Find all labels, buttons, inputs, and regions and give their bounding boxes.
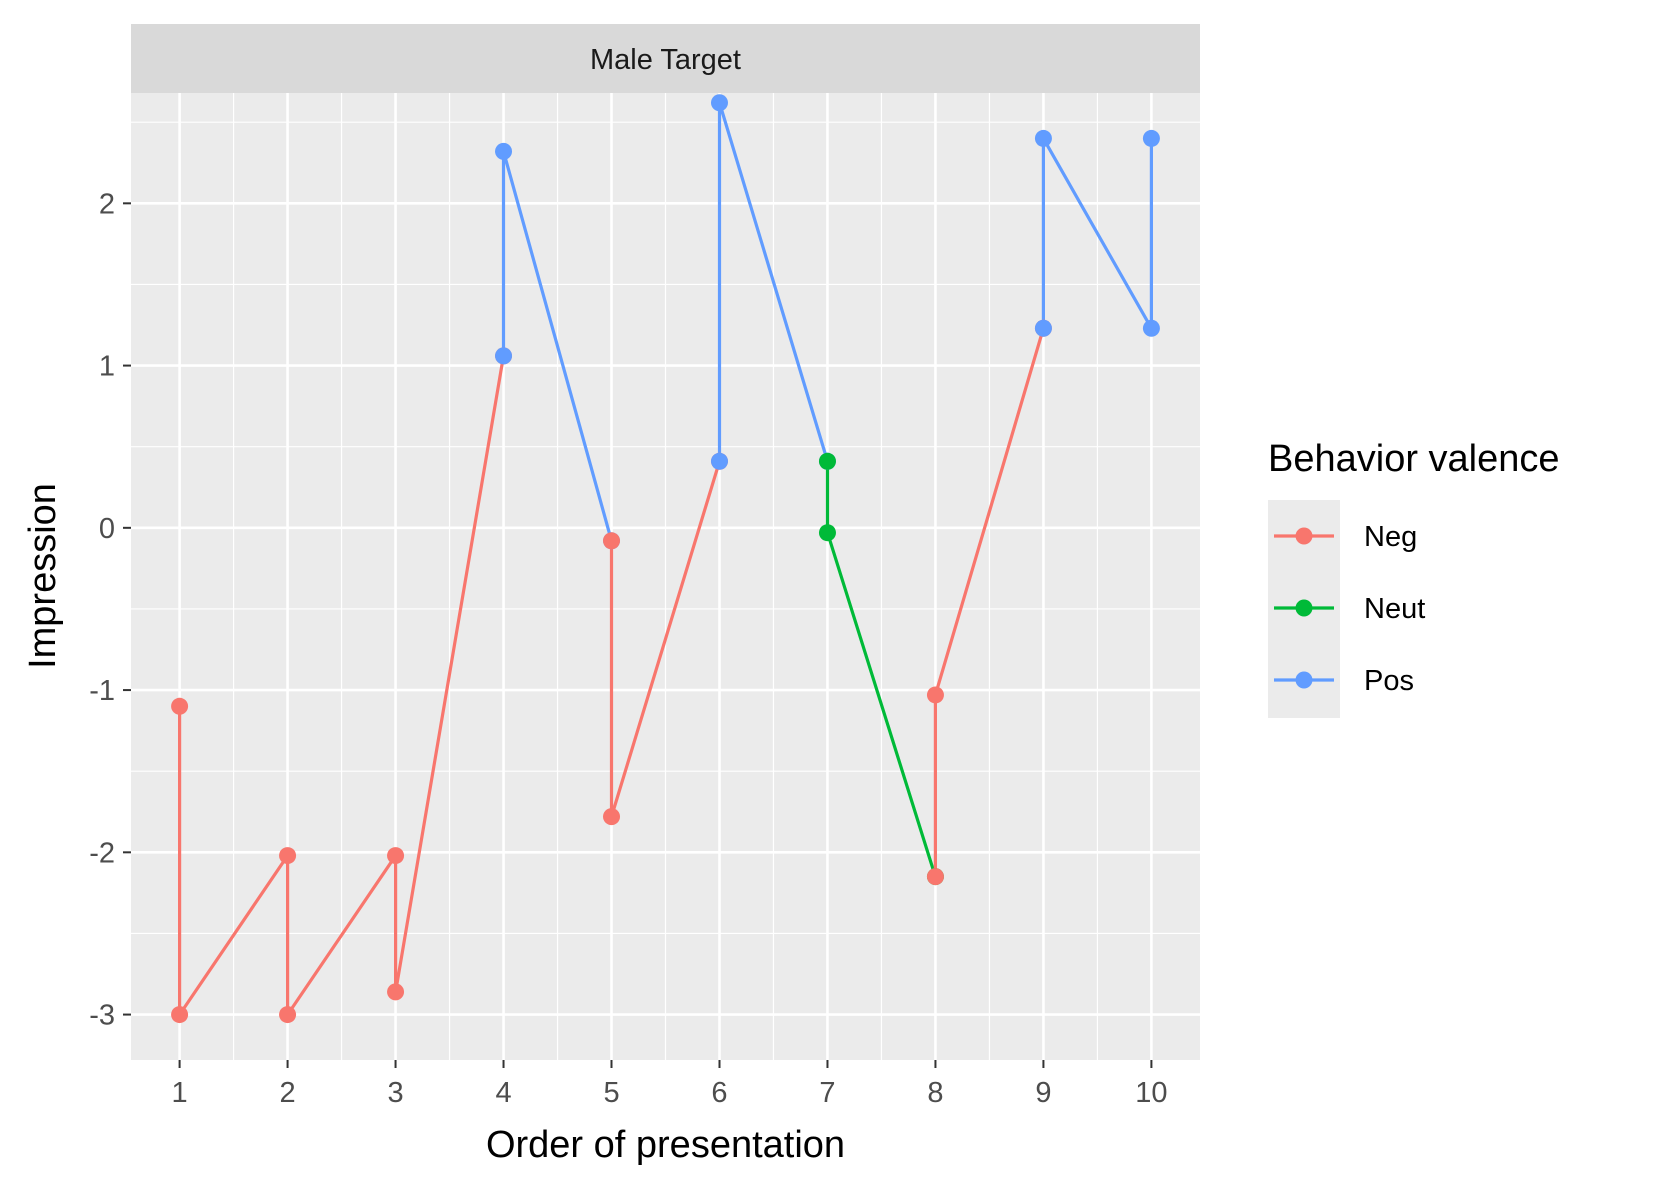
strip-background xyxy=(131,24,1200,93)
data-point-neut xyxy=(818,524,836,542)
x-tick-label: 5 xyxy=(603,1077,619,1109)
legend-label: Pos xyxy=(1364,665,1414,697)
legend: Behavior valence Neg Neut Pos xyxy=(1268,438,1560,718)
x-tick-label: 10 xyxy=(1135,1077,1167,1109)
data-point-pos xyxy=(1142,129,1160,147)
x-tick-label: 6 xyxy=(711,1077,727,1109)
y-tick-label: -3 xyxy=(89,1000,115,1032)
data-point-neg xyxy=(387,847,405,865)
axes: 1 2 3 4 5 6 7 8 9 10 -3 -2 -1 0 1 2 xyxy=(89,188,1167,1109)
data-point-pos xyxy=(1034,319,1052,337)
data-point-neg xyxy=(387,983,405,1001)
y-tick-label: -2 xyxy=(89,837,115,869)
data-point-pos xyxy=(1142,319,1160,337)
x-tick-label: 9 xyxy=(1035,1077,1051,1109)
legend-key-point xyxy=(1295,671,1313,689)
x-tick-label: 4 xyxy=(495,1077,511,1109)
x-tick-label: 7 xyxy=(819,1077,835,1109)
data-point-neg xyxy=(279,847,297,865)
legend-key-point xyxy=(1295,599,1313,617)
data-point-neg xyxy=(171,697,189,715)
x-tick-label: 1 xyxy=(172,1077,188,1109)
data-point-neg xyxy=(926,686,944,704)
x-tick-label: 8 xyxy=(927,1077,943,1109)
data-series xyxy=(171,94,1160,1024)
y-axis-title: Impression xyxy=(22,483,64,669)
series-line-pos xyxy=(1041,136,1153,330)
data-point-pos xyxy=(710,94,728,112)
data-point-neg xyxy=(279,1006,297,1024)
y-tick-label: -1 xyxy=(89,675,115,707)
data-point-neg xyxy=(171,1006,189,1024)
legend-label: Neut xyxy=(1364,593,1425,625)
data-point-neut xyxy=(818,452,836,470)
data-point-pos xyxy=(495,347,513,365)
data-point-pos xyxy=(1034,129,1052,147)
legend-key-point xyxy=(1295,527,1313,545)
legend-label: Neg xyxy=(1364,521,1417,553)
x-tick-label: 3 xyxy=(387,1077,403,1109)
data-point-neg xyxy=(603,532,621,550)
strip-label: Male Target xyxy=(590,44,741,76)
legend-title: Behavior valence xyxy=(1268,438,1560,480)
y-tick-label: 2 xyxy=(99,188,115,220)
y-tick-label: 1 xyxy=(99,351,115,383)
data-point-pos xyxy=(495,142,513,160)
data-point-neg xyxy=(926,868,944,886)
x-axis-title: Order of presentation xyxy=(486,1124,845,1166)
x-tick-label: 2 xyxy=(280,1077,296,1109)
y-tick-label: 0 xyxy=(99,513,115,545)
legend-items: Neg Neut Pos xyxy=(1274,521,1425,697)
data-point-neg xyxy=(603,808,621,826)
data-point-pos xyxy=(710,452,728,470)
